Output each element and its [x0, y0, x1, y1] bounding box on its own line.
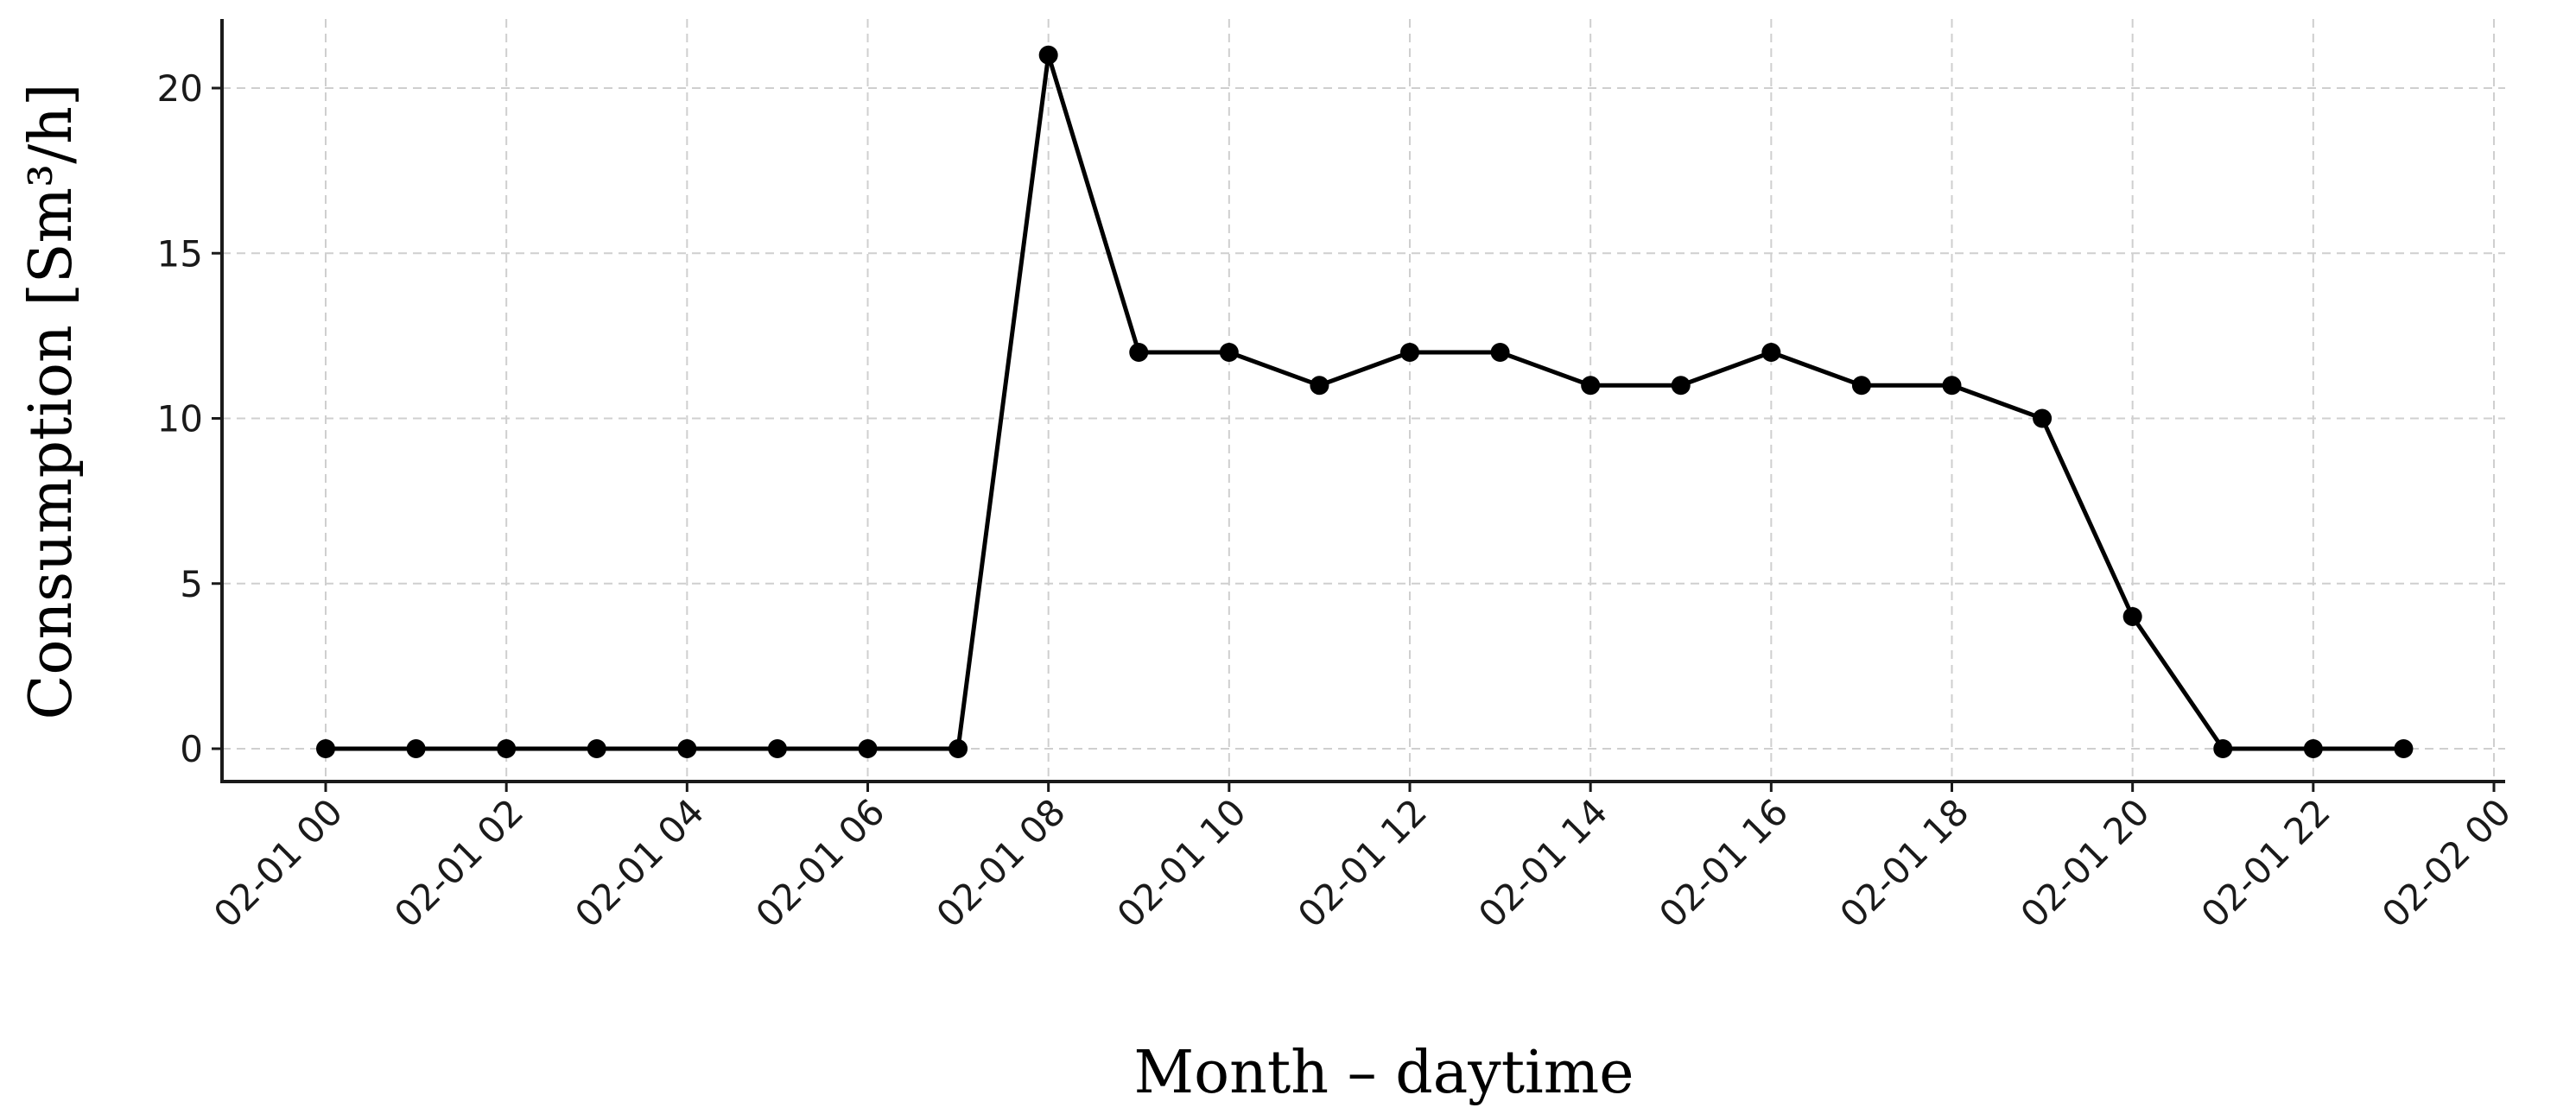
data-point [2213, 739, 2233, 758]
y-tick-label: 10 [157, 398, 203, 440]
x-tick-label: 02-01 14 [1470, 790, 1615, 935]
x-tick-label: 02-01 10 [1109, 790, 1254, 935]
data-point [1942, 376, 1962, 396]
series-line [326, 53, 2404, 751]
data-point [1400, 343, 1419, 362]
y-tick-label: 5 [180, 563, 203, 605]
data-point [2394, 739, 2414, 758]
data-point [1038, 45, 1058, 65]
data-point [1310, 376, 1329, 396]
data-point [1761, 343, 1781, 362]
data-point [677, 739, 697, 758]
data-point [1581, 376, 1601, 396]
data-point [1490, 343, 1510, 362]
y-tick-label: 15 [157, 232, 203, 275]
x-axis-title: Month – daytime [1134, 1039, 1634, 1107]
data-point [949, 739, 968, 758]
x-tick-label: 02-01 06 [747, 790, 892, 935]
series-group [316, 45, 2414, 758]
y-tick-label: 0 [180, 728, 203, 770]
data-point [1671, 376, 1691, 396]
x-tick-label: 02-01 22 [2193, 790, 2338, 935]
data-point [316, 739, 335, 758]
x-tick-label: 02-01 20 [2013, 790, 2158, 935]
axes [220, 19, 2505, 783]
data-point [1851, 376, 1871, 396]
data-point [2303, 739, 2323, 758]
x-tick-label: 02-02 00 [2374, 790, 2519, 935]
x-tick-label: 02-01 18 [1831, 790, 1976, 935]
data-point [858, 739, 878, 758]
y-axis-title: Consumption [Sm³/h] [17, 84, 86, 720]
x-tick-label: 02-01 04 [567, 790, 712, 935]
data-point [406, 739, 426, 758]
data-point [1219, 343, 1239, 362]
y-tick-label: 20 [157, 67, 203, 110]
x-tick-label: 02-01 00 [206, 790, 351, 935]
data-point [767, 739, 787, 758]
x-tick-label: 02-01 12 [1290, 790, 1435, 935]
x-tick-label: 02-01 08 [929, 790, 1074, 935]
data-point [1129, 343, 1149, 362]
data-point [587, 739, 606, 758]
x-tick-label: 02-01 02 [386, 790, 531, 935]
data-point [497, 739, 517, 758]
grid [222, 19, 2505, 782]
y-ticks: 0 5 10 15 20 [157, 67, 222, 770]
x-tick-label: 02-01 16 [1651, 790, 1796, 935]
data-point [2122, 607, 2142, 626]
data-point [2033, 408, 2053, 428]
x-ticks: 02-01 00 02-01 02 02-01 04 02-01 06 02-01 08… [206, 782, 2519, 936]
